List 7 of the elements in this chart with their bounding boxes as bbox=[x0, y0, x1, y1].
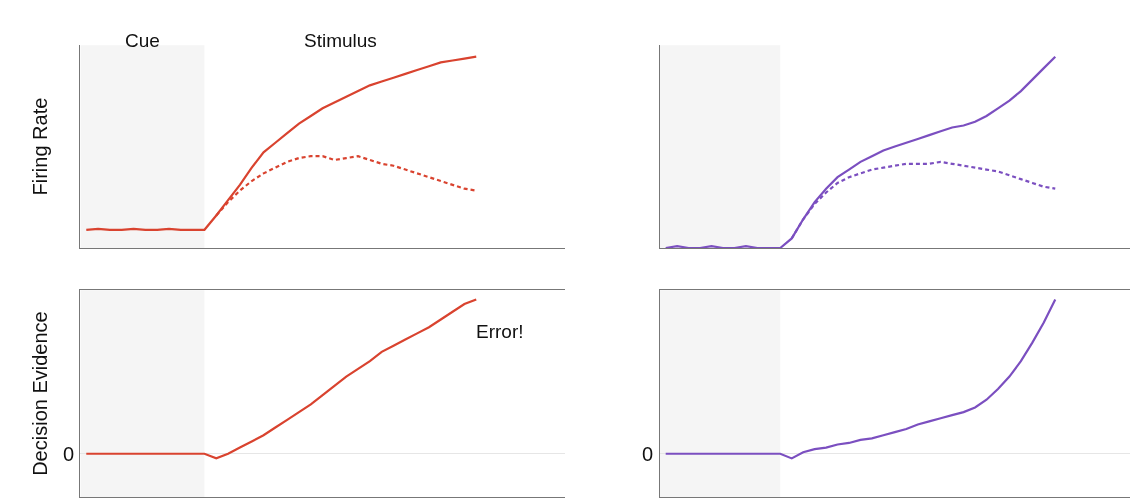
y-axis-title: Firing Rate bbox=[28, 97, 51, 196]
text: Stimulus bbox=[304, 30, 377, 51]
annotation: Error! bbox=[476, 321, 524, 342]
text: 0 bbox=[63, 443, 75, 465]
text: 0 bbox=[642, 443, 654, 465]
y-axis-title: Decision Evidence bbox=[28, 311, 51, 476]
text: Cue bbox=[125, 30, 160, 51]
